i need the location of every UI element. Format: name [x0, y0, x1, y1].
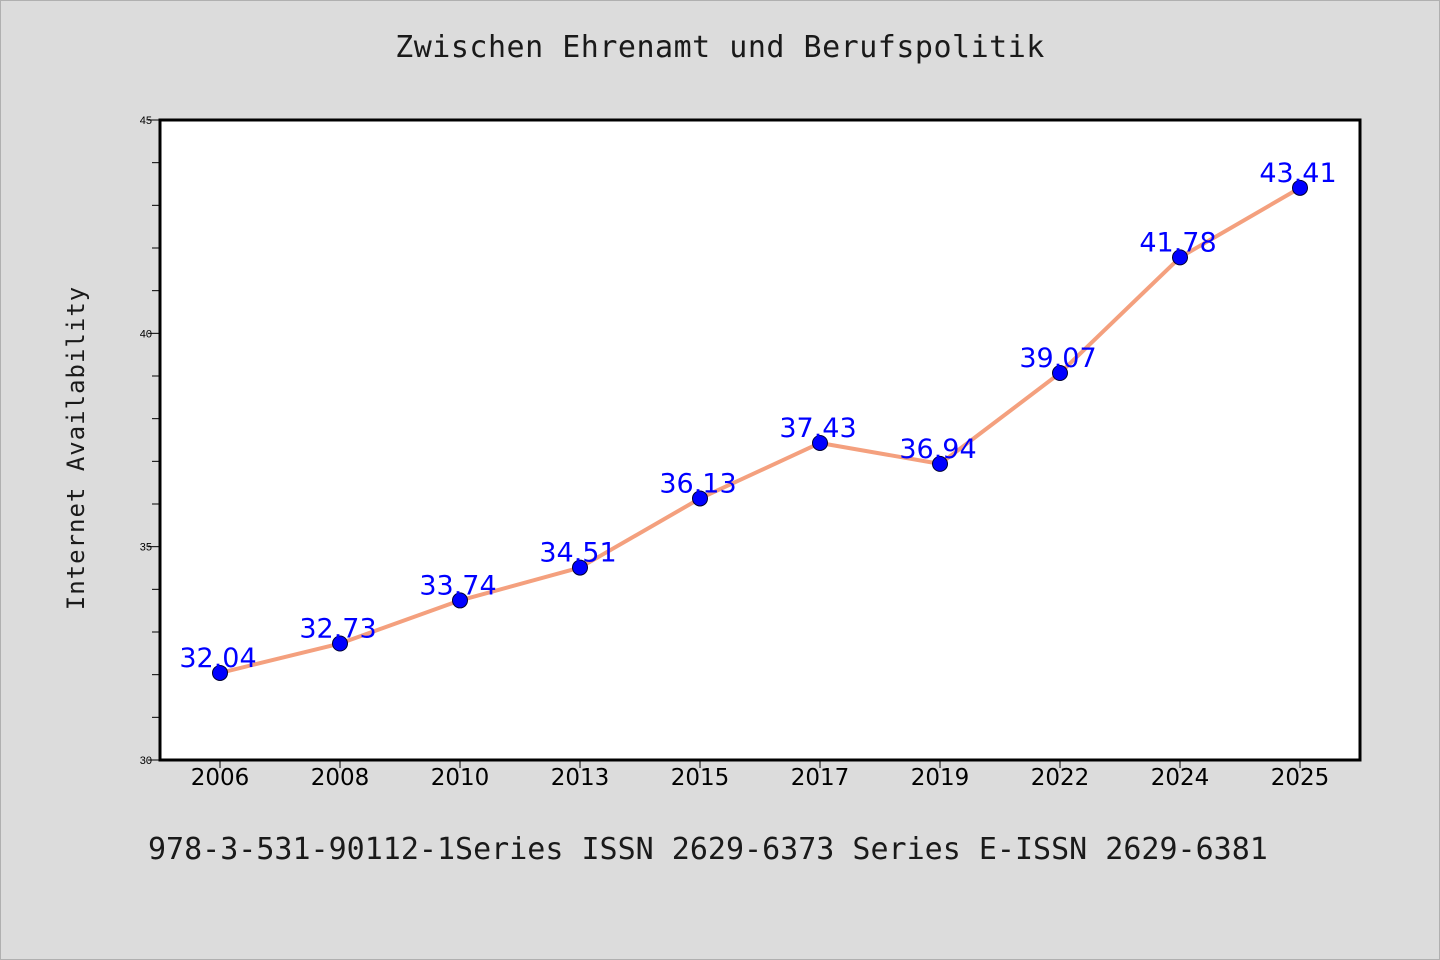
x-tick-label: 2024 [1151, 765, 1210, 791]
data-label: 43.41 [1259, 158, 1336, 189]
data-point [1292, 179, 1308, 196]
data-point [572, 559, 588, 576]
x-tick-label: 2008 [311, 765, 370, 791]
data-point [932, 455, 948, 472]
data-label: 33.74 [419, 570, 496, 601]
x-tick-label: 2013 [551, 765, 610, 791]
x-tick-label: 2017 [791, 765, 850, 791]
data-label: 41.78 [1139, 227, 1216, 258]
data-label: 34.51 [539, 538, 616, 569]
data-label: 39.07 [1019, 343, 1096, 374]
data-label: 37.43 [779, 413, 856, 444]
data-label: 32.04 [179, 643, 256, 674]
data-label: 32.73 [299, 614, 376, 645]
x-tick-label: 2022 [1031, 765, 1090, 791]
y-tick-label: 40 [140, 328, 152, 340]
data-label: 36.13 [659, 468, 736, 499]
x-tick-label: 2019 [911, 765, 970, 791]
y-tick-label: 30 [140, 755, 152, 767]
isbn-issn-footer: 978-3-531-90112-1Series ISSN 2629-6373 S… [148, 832, 1268, 867]
data-point [332, 635, 348, 652]
data-label: 36.94 [899, 434, 976, 465]
x-tick-label: 2015 [671, 765, 730, 791]
y-tick-label: 35 [140, 542, 152, 554]
data-point [692, 490, 708, 507]
plot-frame [158, 118, 1362, 762]
chart-title: Zwischen Ehrenamt und Berufspolitik [395, 30, 1045, 65]
data-point [452, 592, 468, 609]
data-point [812, 434, 828, 451]
data-point [1172, 249, 1188, 266]
data-point [212, 664, 228, 681]
data-point [1052, 365, 1068, 382]
x-tick-label: 2006 [191, 765, 250, 791]
series-line [218, 185, 1302, 675]
x-tick-label: 2010 [431, 765, 490, 791]
x-tick-label: 2025 [1271, 765, 1330, 791]
plot-area [160, 120, 1360, 760]
y-tick-label: 45 [140, 115, 152, 127]
